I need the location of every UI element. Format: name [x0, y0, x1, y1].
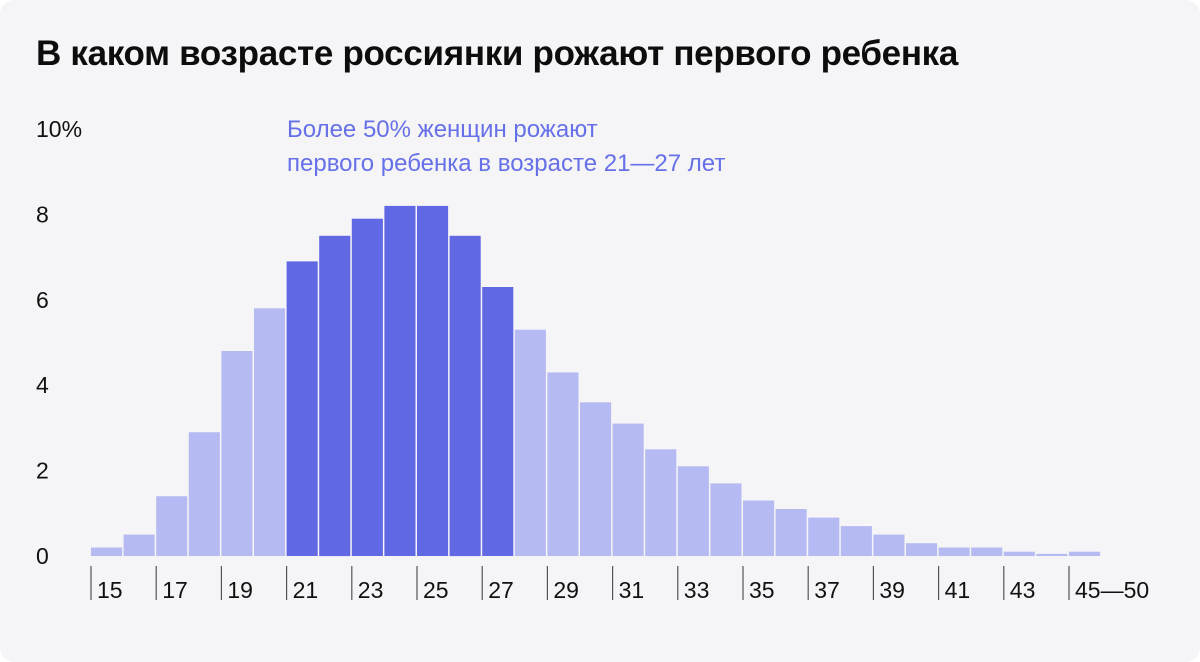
bar-age-38 — [840, 526, 872, 556]
x-tick-label: 17 — [162, 577, 188, 603]
bar-age-19 — [221, 351, 253, 556]
chart-annotation: Более 50% женщин рожают первого ребенка … — [287, 113, 725, 181]
bar-age-40 — [906, 543, 938, 556]
x-tick-label: 21 — [293, 577, 319, 603]
y-tick-label: 8 — [36, 201, 49, 227]
x-tick-label: 19 — [227, 577, 253, 603]
bar-age-42 — [971, 547, 1003, 556]
bar-age-20 — [254, 308, 286, 556]
bar-age-17 — [156, 496, 188, 556]
bar-age-36 — [775, 509, 807, 556]
bar-age-41 — [938, 547, 970, 556]
x-tick-label: 35 — [749, 577, 775, 603]
bar-age-45—50 — [1069, 551, 1101, 556]
x-tick-label: 33 — [684, 577, 710, 603]
x-tick-label: 25 — [423, 577, 449, 603]
x-tick-label: 27 — [488, 577, 514, 603]
x-tick-label: 45—50 — [1075, 577, 1149, 603]
bar-age-30 — [580, 402, 612, 556]
annotation-line-2: первого ребенка в возрасте 21—27 лет — [287, 150, 726, 177]
x-tick-label: 41 — [945, 577, 971, 603]
x-tick-label: 23 — [358, 577, 384, 603]
x-tick-label: 39 — [879, 577, 905, 603]
bar-age-26 — [449, 235, 481, 557]
bar-age-37 — [808, 517, 840, 556]
x-tick-label: 37 — [814, 577, 840, 603]
bar-age-23 — [351, 218, 383, 556]
bar-age-43 — [1003, 551, 1035, 556]
y-tick-label: 2 — [36, 458, 49, 484]
bar-age-28 — [514, 329, 546, 556]
bar-age-21 — [286, 261, 318, 556]
x-tick-label: 43 — [1010, 577, 1036, 603]
bar-age-32 — [645, 449, 677, 557]
chart-title: В каком возрасте россиянки рожают первог… — [36, 34, 959, 73]
y-tick-label: 10% — [36, 116, 82, 142]
bar-age-16 — [123, 534, 155, 556]
bar-age-35 — [743, 500, 775, 556]
bar-age-39 — [873, 534, 905, 556]
y-tick-label: 6 — [36, 287, 49, 313]
annotation-line-1: Более 50% женщин рожают — [287, 116, 598, 143]
y-tick-label: 4 — [36, 372, 49, 398]
bar-age-34 — [710, 483, 742, 556]
bar-age-31 — [612, 423, 644, 556]
x-tick-label: 15 — [97, 577, 123, 603]
bar-age-29 — [547, 372, 579, 556]
x-tick-label: 29 — [553, 577, 579, 603]
bar-age-18 — [188, 432, 220, 556]
bar-age-24 — [384, 205, 416, 556]
bar-age-44 — [1036, 553, 1068, 556]
y-tick-label: 0 — [36, 543, 49, 569]
bar-age-25 — [417, 205, 449, 556]
bar-age-27 — [482, 287, 514, 556]
x-tick-label: 31 — [619, 577, 645, 603]
bar-age-33 — [677, 466, 709, 556]
bar-age-22 — [319, 235, 351, 557]
bar-age-15 — [91, 547, 123, 556]
